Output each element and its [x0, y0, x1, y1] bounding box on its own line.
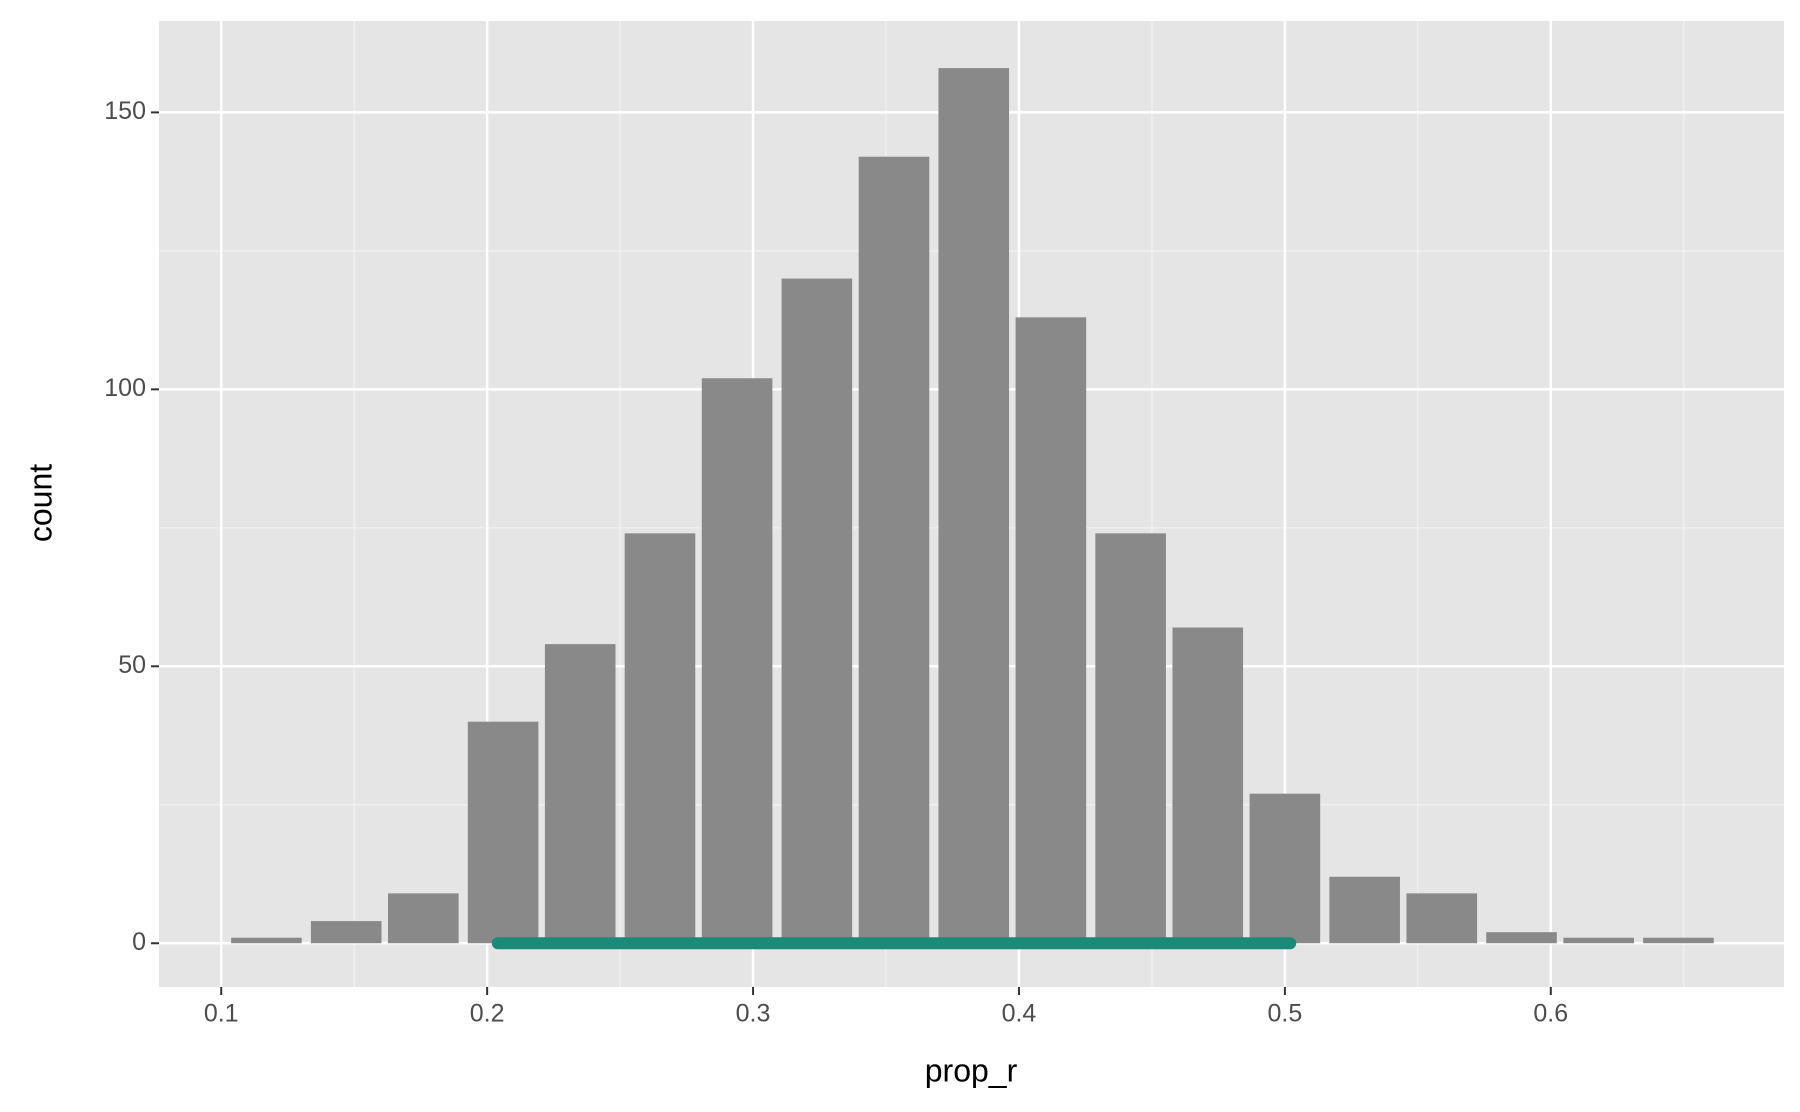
- y-axis-title: count: [22, 464, 58, 542]
- x-tick-label: 0.1: [204, 1000, 239, 1028]
- bar: [1249, 793, 1321, 944]
- bar: [1095, 533, 1166, 944]
- bar: [1015, 317, 1087, 944]
- x-tick-label: 0.3: [736, 1000, 771, 1028]
- bar: [1172, 627, 1244, 944]
- y-tick-label: 50: [118, 651, 146, 679]
- x-tick-label: 0.2: [470, 1000, 505, 1028]
- bar: [1486, 932, 1557, 944]
- bar: [231, 937, 302, 944]
- bar: [1563, 937, 1634, 944]
- x-tick-label: 0.6: [1533, 1000, 1568, 1028]
- bar: [938, 68, 1010, 944]
- y-tick-label: 100: [104, 374, 146, 402]
- x-axis-title: prop_r: [925, 1052, 1018, 1088]
- axes: 0 50 100 150 0.1 0.2 0.3 0.4 0.5 0.6: [104, 97, 1568, 1028]
- bar: [1643, 937, 1714, 944]
- bar: [858, 156, 930, 944]
- bar: [701, 378, 773, 944]
- bar: [1406, 893, 1478, 944]
- x-tick-label: 0.4: [1002, 1000, 1037, 1028]
- bar: [1329, 876, 1400, 944]
- bar: [310, 921, 382, 944]
- y-tick-label: 150: [104, 97, 146, 125]
- bar: [624, 533, 696, 944]
- bar: [781, 278, 853, 944]
- bar: [467, 721, 539, 944]
- bar: [388, 893, 459, 944]
- y-tick-label: 0: [132, 928, 146, 956]
- marks: [231, 68, 1714, 950]
- x-tick-label: 0.5: [1267, 1000, 1302, 1028]
- bar: [544, 644, 616, 944]
